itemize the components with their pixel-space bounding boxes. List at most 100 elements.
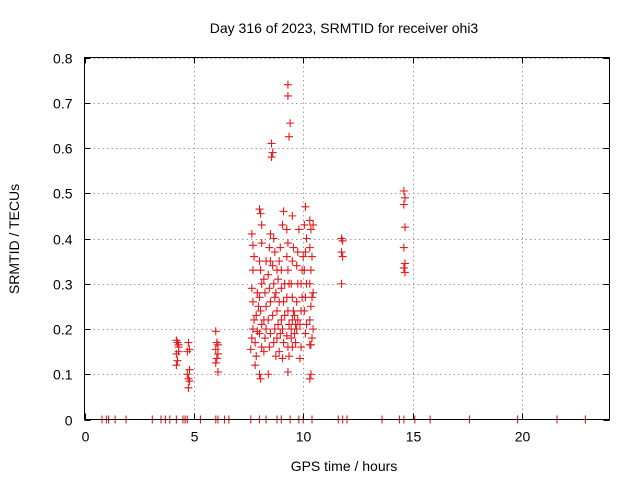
data-point (293, 248, 302, 257)
data-point (300, 220, 309, 229)
data-points (98, 80, 590, 424)
y-tick-label: 0.8 (53, 51, 73, 67)
data-point (255, 293, 264, 302)
data-point (288, 293, 297, 302)
data-point (309, 288, 318, 297)
data-point (337, 279, 346, 288)
y-tick-label: 0.5 (53, 186, 73, 202)
x-tick-label: 20 (515, 429, 531, 445)
data-point (399, 186, 408, 195)
data-point (211, 345, 220, 354)
data-point (288, 343, 297, 352)
data-point (257, 220, 266, 229)
grid (84, 57, 610, 420)
data-point (305, 340, 314, 349)
x-tick-label: 15 (406, 429, 422, 445)
data-point (274, 320, 283, 329)
data-point (211, 327, 220, 336)
data-point (252, 311, 261, 320)
data-point (266, 229, 275, 238)
data-point (248, 241, 257, 250)
data-point (269, 234, 278, 243)
data-point (297, 343, 306, 352)
data-point (255, 370, 264, 379)
data-point (267, 153, 276, 162)
data-point (299, 252, 308, 261)
data-point (260, 288, 269, 297)
x-tick-label: 10 (296, 429, 312, 445)
data-point (295, 354, 304, 363)
data-point (282, 252, 291, 261)
data-point (279, 297, 288, 306)
data-point (213, 349, 222, 358)
data-point (255, 205, 264, 214)
data-point (271, 352, 280, 361)
data-point (300, 306, 309, 315)
data-point (213, 367, 222, 376)
data-point (185, 365, 194, 374)
data-point (257, 239, 266, 248)
data-point (294, 225, 303, 234)
data-point (290, 329, 299, 338)
data-point (292, 261, 301, 270)
data-point (271, 288, 280, 297)
data-point (174, 340, 183, 349)
data-point (283, 80, 292, 89)
data-point (259, 347, 268, 356)
data-point (283, 266, 292, 275)
data-point (283, 239, 292, 248)
data-point (259, 275, 268, 284)
data-point (338, 236, 347, 245)
data-point (262, 325, 271, 333)
data-point (265, 243, 274, 252)
x-tick-label: 5 (191, 429, 199, 445)
data-point (247, 229, 256, 238)
data-point (260, 334, 269, 343)
data-point (276, 243, 285, 252)
data-point (277, 284, 286, 293)
y-tick-label: 0.4 (53, 232, 73, 248)
data-point (270, 248, 279, 257)
data-point (174, 347, 183, 356)
data-point (306, 302, 315, 311)
data-point (309, 220, 318, 229)
data-point (305, 216, 314, 225)
y-tick-label: 0.2 (53, 322, 73, 338)
y-tick-label: 0.7 (53, 96, 73, 112)
data-point (278, 354, 287, 363)
data-point (268, 311, 277, 320)
data-point (247, 284, 256, 293)
data-point (293, 315, 302, 324)
y-tick-label: 0.6 (53, 141, 73, 157)
data-point (173, 356, 182, 365)
data-point (257, 320, 266, 329)
data-point (275, 347, 284, 356)
y-tick-label: 0 (65, 413, 73, 429)
data-point (283, 367, 292, 376)
data-point (212, 354, 221, 363)
chart-title: Day 316 of 2023, SRMTID for receiver ohi… (210, 20, 479, 36)
data-point (253, 288, 262, 297)
data-point (305, 374, 314, 383)
data-point (399, 263, 408, 272)
data-point (255, 329, 264, 338)
data-point (301, 329, 310, 338)
data-point (277, 315, 286, 324)
data-point (251, 338, 260, 347)
data-point (248, 297, 257, 306)
data-point (400, 193, 409, 202)
data-point (308, 293, 316, 302)
data-point (309, 325, 318, 333)
data-point (251, 361, 260, 370)
data-point (286, 119, 295, 128)
plot-frame (84, 57, 610, 420)
data-point (269, 279, 278, 288)
data-point (400, 259, 409, 268)
data-point (289, 306, 298, 315)
data-point (400, 268, 409, 277)
data-point (250, 252, 259, 261)
data-point (279, 207, 288, 216)
data-point (305, 243, 314, 252)
data-point (302, 320, 311, 329)
